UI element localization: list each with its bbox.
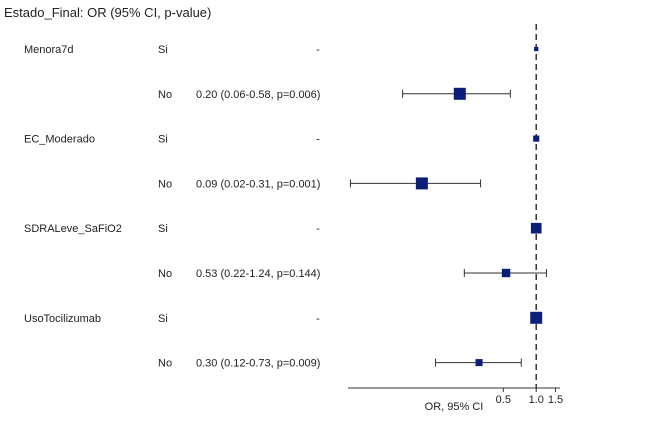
row-level-label: No [158,178,172,190]
x-axis-label: OR, 95% CI [425,401,484,413]
x-tick-label: 1.0 [529,394,544,406]
row-level-label: Si [158,134,168,146]
row-variable-label: UsoTocilizumab [24,313,101,325]
table-rows: Menora7d Si - No 0.20 (0.06-0.58, p=0.006) EC… [24,44,320,370]
row-level-label: No [158,358,172,370]
row-estimate-text: 0.30 (0.12-0.73, p=0.009) [196,358,320,370]
row-level-label: No [158,89,172,101]
plot-area [349,24,547,388]
chart-title: Estado_Final: OR (95% CI, p-value) [4,5,211,20]
point-estimate [501,268,511,278]
row-level-label: Si [158,223,168,235]
row-estimate-text: - [316,313,320,325]
point-estimate [475,359,483,367]
row-estimate-text: - [316,223,320,235]
point-estimate [533,135,540,142]
point-estimate [534,46,539,52]
row-variable-label: SDRALeve_SaFiO2 [24,223,122,235]
row-level-label: No [158,268,172,280]
row-variable-label: Menora7d [24,44,74,56]
row-estimate-text: 0.53 (0.22-1.24, p=0.144) [196,268,320,280]
point-estimate [415,177,428,190]
x-tick-label: 1.5 [548,394,563,406]
row-variable-label: EC_Moderado [24,134,95,146]
row-estimate-text: 0.20 (0.06-0.58, p=0.006) [196,89,320,101]
point-estimate [453,87,466,100]
point-estimate [530,222,542,234]
x-axis-ticks: 0.5 1.0 1.5 [496,388,563,406]
point-estimate [530,311,543,324]
row-level-label: Si [158,313,168,325]
x-tick-label: 0.5 [496,394,511,406]
row-estimate-text: - [316,44,320,56]
row-estimate-text: 0.09 (0.02-0.31, p=0.001) [196,178,320,190]
row-estimate-text: - [316,134,320,146]
row-level-label: Si [158,44,168,56]
